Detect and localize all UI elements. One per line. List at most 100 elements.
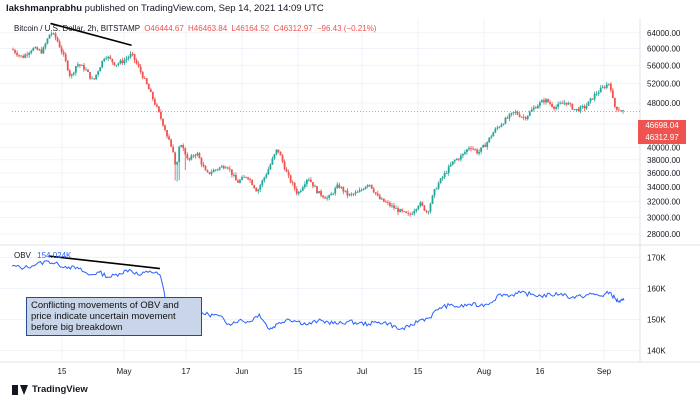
ohlc-low: L46164.52	[231, 24, 270, 33]
candle-body	[455, 158, 458, 161]
time-tick-label: 15	[294, 367, 303, 376]
candle-body	[237, 180, 239, 183]
candle-body	[267, 169, 270, 175]
candle-body	[476, 149, 478, 154]
candle-body	[299, 190, 302, 192]
candle-body	[551, 103, 553, 107]
candle-body	[368, 184, 371, 186]
candle-body	[241, 177, 243, 180]
candle-body	[622, 110, 624, 112]
candle-body	[324, 197, 326, 199]
candle-body	[113, 62, 116, 66]
axes: 28000.00 30000.00 32000.00 34000.00 36000.00…	[58, 29, 681, 376]
publish-header: lakshmanprabhu published on TradingView.…	[6, 3, 324, 14]
obv-value: 154.024K	[37, 251, 72, 260]
candle-body	[297, 191, 300, 194]
time-tick-label: 15	[414, 367, 423, 376]
candle-body	[330, 193, 333, 196]
candle-body	[76, 64, 79, 67]
time-tick-label: Sep	[597, 367, 612, 376]
candle-body	[567, 103, 570, 105]
candle-body	[575, 108, 578, 110]
candle-body	[109, 56, 112, 59]
candle-body	[372, 188, 375, 193]
candle-body	[431, 195, 434, 204]
candle-body	[216, 169, 219, 171]
candle-body	[502, 123, 505, 125]
candle-body	[30, 50, 33, 53]
candle-body	[265, 174, 268, 178]
candle-body	[318, 191, 320, 194]
candle-body	[474, 148, 476, 150]
candle-body	[342, 187, 345, 192]
candle-body	[147, 84, 150, 90]
candle-body	[117, 63, 120, 65]
candle-body	[500, 124, 503, 127]
candle-body	[384, 201, 387, 203]
candle-body	[358, 190, 361, 193]
price-tick-label: 48000.00	[647, 99, 681, 108]
candle-body	[534, 107, 537, 109]
candle-body	[303, 184, 306, 188]
candle-body	[178, 146, 181, 163]
candle-body	[338, 184, 341, 188]
candle-body	[259, 185, 262, 190]
candle-body	[24, 54, 27, 58]
candle-body	[137, 63, 140, 67]
price-tick-label: 40000.00	[647, 143, 681, 152]
candle-body	[565, 102, 568, 105]
candle-body	[484, 144, 487, 147]
candle-body	[239, 179, 241, 183]
candle-body	[356, 192, 359, 193]
candle-body	[494, 128, 497, 133]
candle-body	[320, 191, 322, 196]
candle-body	[587, 101, 590, 106]
ohlc-open: O46444.67	[144, 24, 184, 33]
candle-body	[111, 58, 114, 63]
candle-body	[228, 168, 231, 170]
price-tick-label: 34000.00	[647, 183, 681, 192]
candle-body	[58, 41, 61, 48]
candle-body	[520, 116, 523, 118]
candle-body	[192, 155, 195, 157]
price-tick-label: 30000.00	[647, 213, 681, 222]
candle-body	[261, 180, 264, 186]
candle-body	[352, 193, 355, 195]
candle-body	[310, 179, 312, 183]
candle-body	[224, 167, 227, 169]
candle-body	[212, 169, 215, 173]
candle-body	[370, 184, 373, 189]
author-name: lakshmanprabhu	[6, 3, 83, 14]
candle-body	[360, 189, 363, 191]
candle-body	[541, 100, 543, 103]
ohlc-high: H46463.84	[188, 24, 228, 33]
candle-body	[423, 205, 426, 211]
candle-body	[350, 193, 353, 195]
candle-body	[143, 78, 146, 79]
candle-body	[609, 83, 612, 91]
candle-body	[395, 208, 397, 209]
candle-body	[105, 58, 108, 59]
obv-tick-label: 160K	[647, 284, 666, 293]
candle-body	[307, 179, 310, 181]
candle-body	[573, 109, 576, 110]
candle-body	[571, 103, 574, 110]
candle-body	[149, 89, 152, 92]
candle-body	[409, 213, 412, 215]
candle-body	[48, 34, 51, 39]
footer-brand[interactable]: TradingView	[12, 384, 88, 395]
candle-body	[597, 92, 600, 94]
price-badge-upper: 46698.04	[638, 120, 686, 132]
candle-body	[257, 189, 260, 192]
candle-body	[480, 147, 483, 152]
candle-body	[74, 66, 77, 73]
candle-body	[139, 66, 142, 73]
candle-body	[569, 103, 572, 104]
candle-body	[427, 211, 430, 213]
candle-body	[135, 60, 138, 64]
candle-body	[56, 37, 59, 42]
candle-body	[528, 111, 531, 116]
candle-body	[366, 185, 369, 187]
candle-body	[559, 103, 562, 105]
